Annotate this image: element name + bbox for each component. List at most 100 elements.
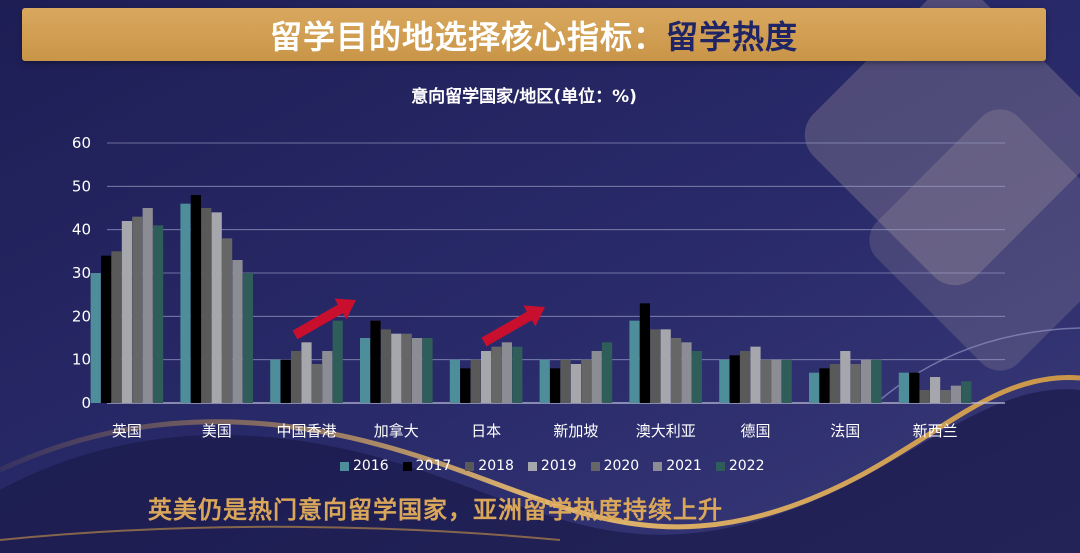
bar <box>840 351 851 403</box>
bar <box>570 364 581 403</box>
bar <box>449 359 460 403</box>
legend-label: 2021 <box>666 458 702 474</box>
bar <box>232 260 243 403</box>
bar <box>470 359 481 403</box>
bar <box>919 390 930 403</box>
x-tick-label: 新加坡 <box>553 422 598 440</box>
x-tick-label: 日本 <box>471 422 501 440</box>
bar <box>750 346 761 403</box>
bar <box>132 216 143 403</box>
legend-item: 2016 <box>340 458 389 474</box>
bar <box>930 377 941 403</box>
bar <box>460 368 471 403</box>
bar <box>760 359 771 403</box>
legend-swatch <box>402 461 412 471</box>
legend-label: 2016 <box>353 458 389 474</box>
bar <box>201 208 212 403</box>
x-tick-label: 德国 <box>740 422 770 440</box>
bar <box>332 320 343 403</box>
bar <box>270 359 281 403</box>
bar <box>639 303 650 403</box>
legend-swatch <box>653 461 663 471</box>
bar <box>829 364 840 403</box>
x-tick-label: 澳大利亚 <box>636 422 696 440</box>
bar <box>512 346 523 403</box>
bar <box>809 372 820 403</box>
legend-label: 2019 <box>540 458 577 474</box>
bar <box>629 320 640 403</box>
bar <box>781 359 792 403</box>
bar <box>280 359 291 403</box>
bar <box>311 364 322 403</box>
legend-item: 2022 <box>715 458 765 474</box>
bar <box>950 385 961 403</box>
y-tick-label: 10 <box>72 351 91 369</box>
bar <box>360 338 371 403</box>
legend-label: 2022 <box>728 458 765 474</box>
bar <box>740 351 751 403</box>
bar <box>501 342 512 403</box>
bar <box>650 329 661 403</box>
bar <box>391 333 402 403</box>
bar <box>242 273 253 403</box>
bar <box>940 390 951 403</box>
bar <box>291 351 302 403</box>
bar <box>180 203 191 403</box>
bar <box>481 351 492 403</box>
banner-title-sub: 留学热度 <box>666 17 799 56</box>
bar <box>591 351 602 403</box>
x-tick-label: 美国 <box>202 422 232 440</box>
red-arrow-icon <box>481 305 545 347</box>
bar <box>871 359 882 403</box>
y-tick-label: 50 <box>72 177 91 195</box>
bar <box>729 355 740 403</box>
y-tick-label: 20 <box>72 307 91 325</box>
bar <box>401 333 412 403</box>
bar <box>111 251 122 403</box>
bar <box>322 351 333 403</box>
bar <box>301 342 312 403</box>
bar <box>961 381 972 403</box>
legend-item: 2021 <box>653 458 702 474</box>
y-tick-label: 30 <box>72 264 91 282</box>
bar <box>550 368 561 403</box>
bar <box>412 338 423 403</box>
bar <box>819 368 830 403</box>
bar <box>560 359 571 403</box>
x-tick-label: 英国 <box>112 422 142 440</box>
bar <box>101 255 112 403</box>
x-tick-label: 新西兰 <box>913 422 958 440</box>
legend-swatch <box>715 461 725 471</box>
x-tick-label: 中国香港 <box>276 422 336 440</box>
y-tick-label: 60 <box>72 134 91 152</box>
bar <box>581 359 592 403</box>
legend-label: 2018 <box>478 458 514 474</box>
banner-title-main: 留学目的地选择核心指标： <box>269 17 666 56</box>
bar <box>660 329 671 403</box>
bar <box>422 338 433 403</box>
x-tick-label: 加拿大 <box>374 422 419 440</box>
bar <box>771 359 782 403</box>
bar <box>898 372 909 403</box>
legend-item: 2017 <box>402 458 452 474</box>
legend-item: 2019 <box>527 458 577 474</box>
bar <box>90 273 101 403</box>
bar <box>121 221 132 403</box>
bar <box>602 342 613 403</box>
y-tick-label: 40 <box>72 221 91 239</box>
bar <box>211 212 222 403</box>
legend-label: 2017 <box>415 458 452 474</box>
bar <box>861 359 872 403</box>
y-tick-label: 0 <box>81 394 91 412</box>
bar <box>671 338 682 403</box>
bar <box>380 329 391 403</box>
bar <box>719 359 730 403</box>
bar <box>222 238 233 403</box>
legend-item: 2020 <box>590 458 640 474</box>
legend-label: 2020 <box>603 458 640 474</box>
bar <box>691 351 702 403</box>
bar <box>850 364 861 403</box>
bar <box>539 359 550 403</box>
